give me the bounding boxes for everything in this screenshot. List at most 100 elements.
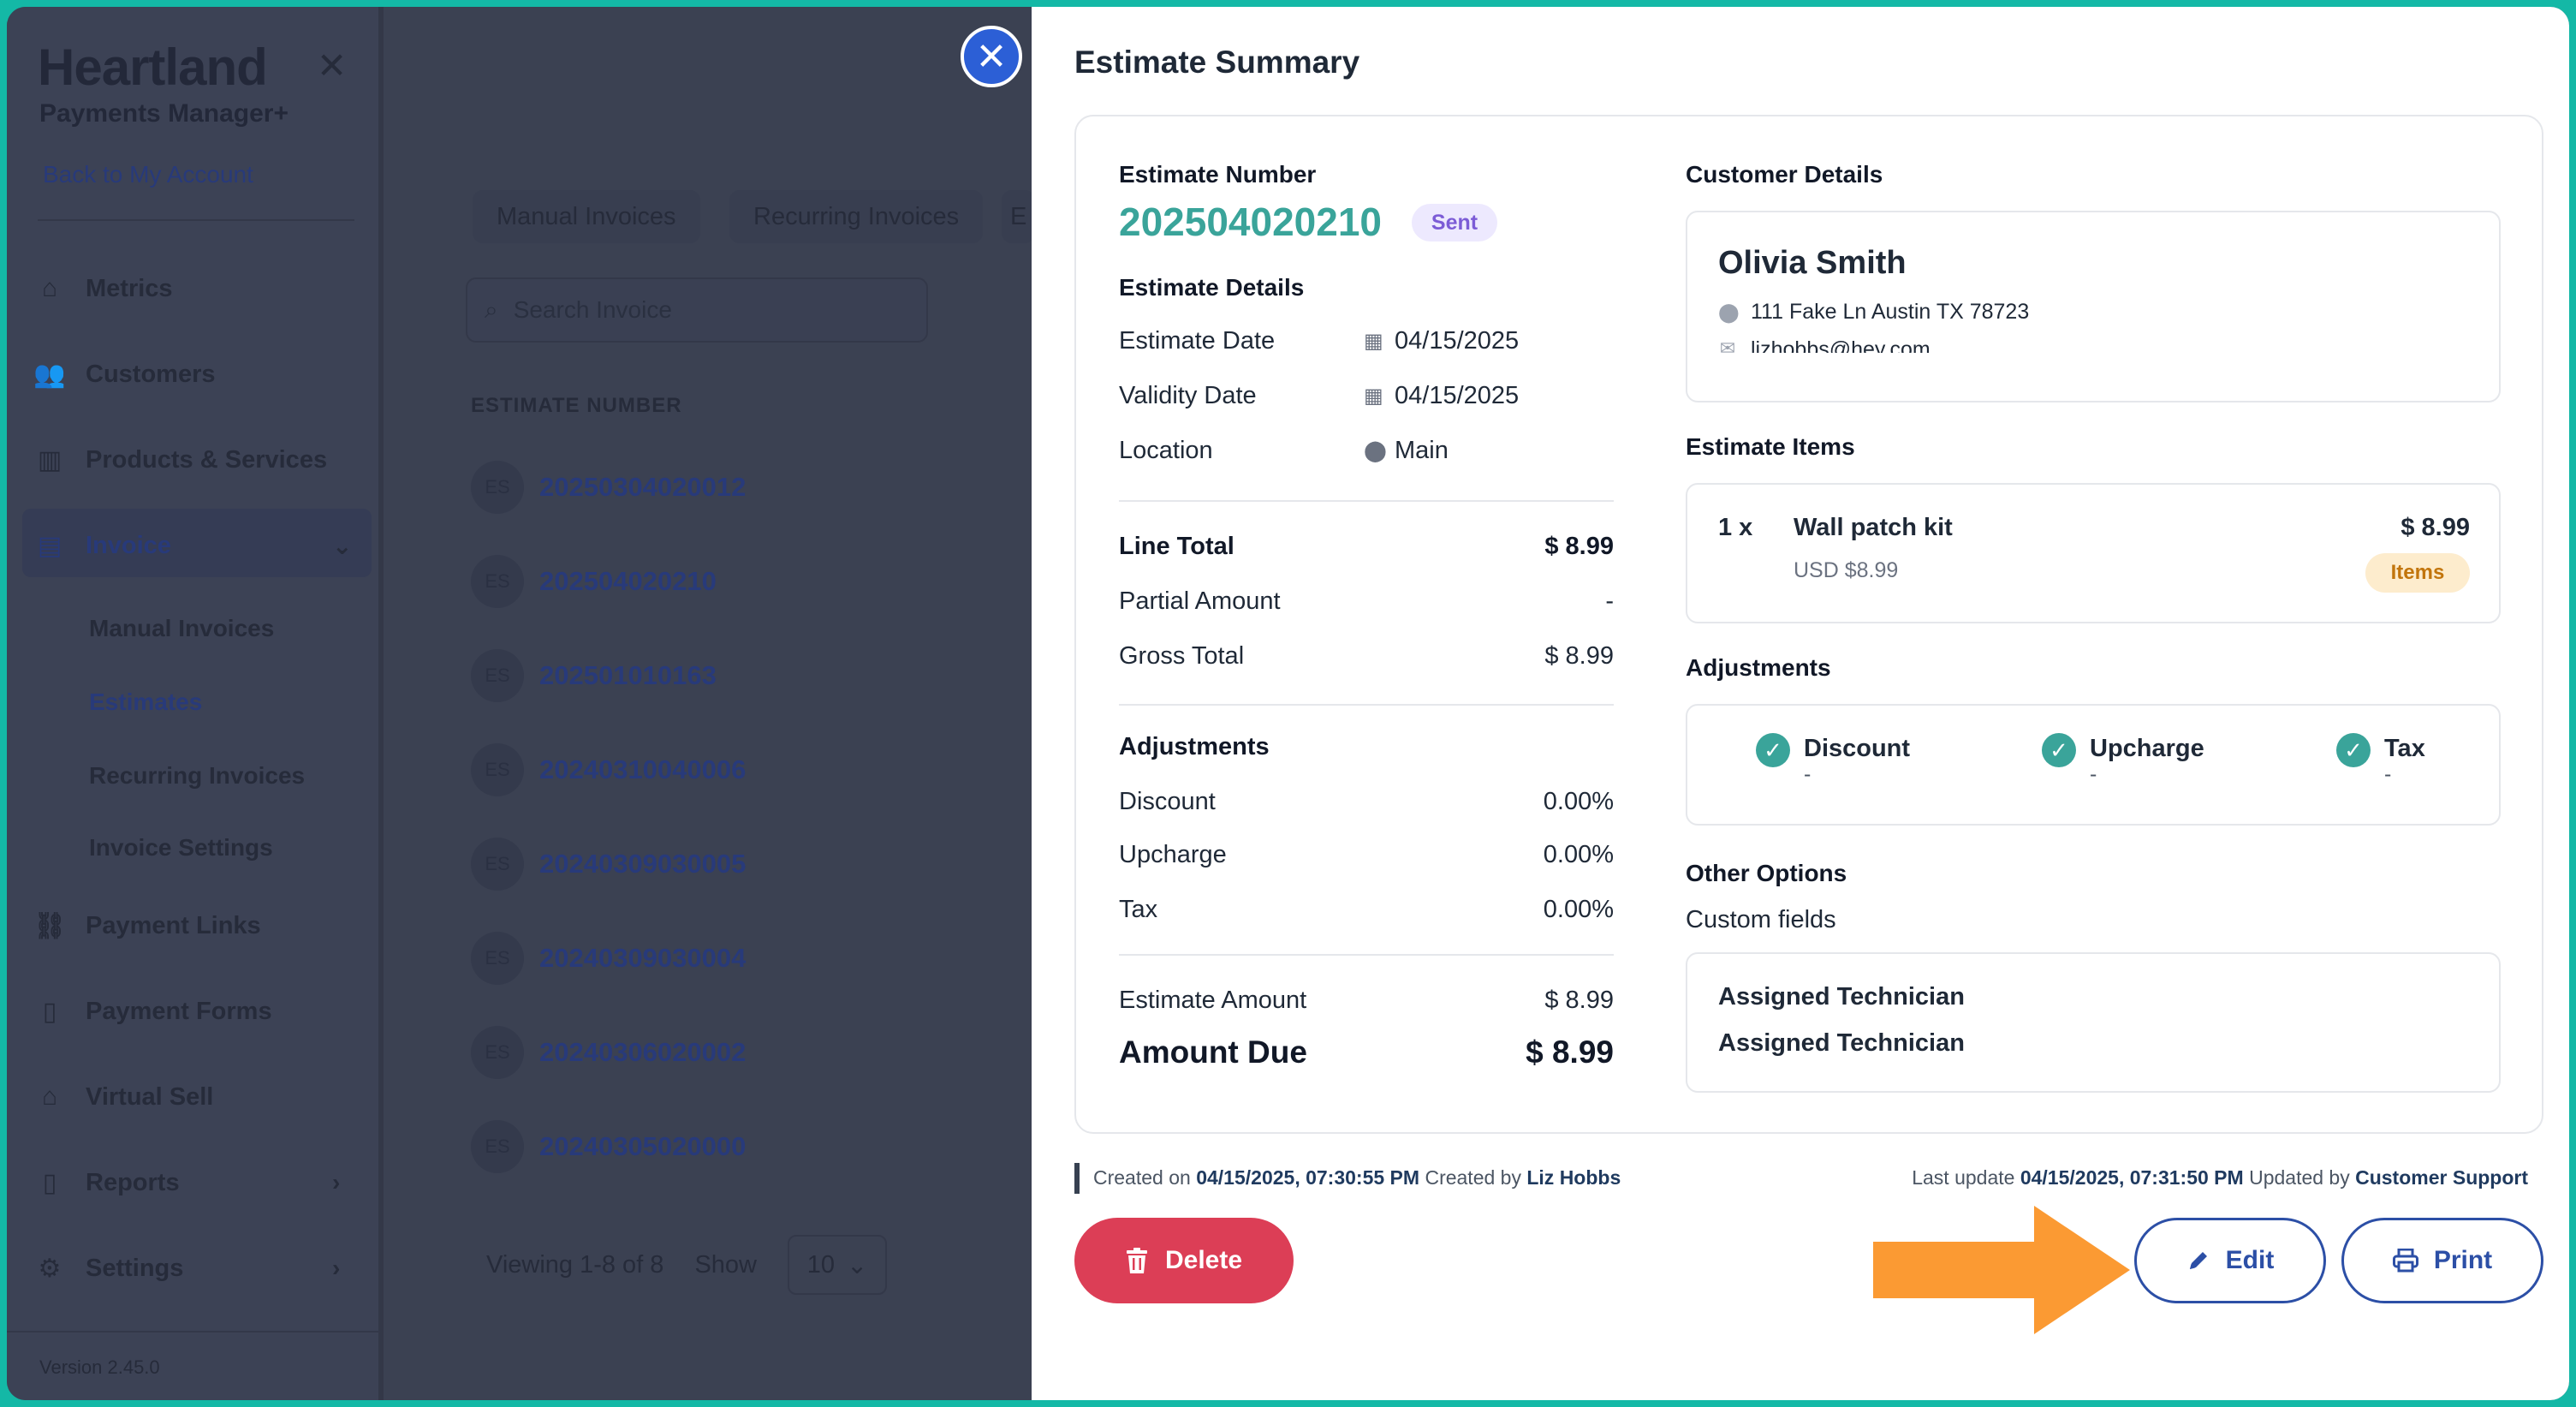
- sidebar-close-icon[interactable]: ✕: [317, 45, 348, 86]
- edit-button[interactable]: Edit: [2134, 1218, 2326, 1303]
- column-header-estimate-number: ESTIMATE NUMBER: [471, 394, 682, 417]
- table-row[interactable]: ES 20250304020012: [471, 461, 746, 514]
- print-label: Print: [2433, 1246, 2493, 1274]
- status-badge: Sent: [1412, 204, 1497, 241]
- avatar: ES: [471, 555, 524, 608]
- back-to-account-link[interactable]: Back to My Account: [43, 161, 253, 188]
- search-input[interactable]: ⌕ Search Invoice: [466, 277, 928, 343]
- custom-field: Assigned Technician: [1718, 1029, 1965, 1057]
- adjustments-card: ✓ Discount - ✓ Upcharge - ✓ Tax -: [1686, 704, 2501, 826]
- custom-field: Assigned Technician: [1718, 983, 1965, 1011]
- partial-amount-value: -: [1605, 587, 1614, 615]
- custom-fields-label: Custom fields: [1686, 906, 1836, 933]
- avatar: ES: [471, 1120, 524, 1173]
- chevron-right-icon: ›: [332, 1255, 341, 1281]
- estimate-number-link[interactable]: 202504020210: [539, 566, 717, 596]
- sidebar-item-metrics[interactable]: ⌂ Metrics: [33, 274, 173, 303]
- item-quantity: 1 x: [1718, 514, 1753, 541]
- chevron-right-icon: ›: [332, 1169, 341, 1195]
- detail-value: 04/15/2025: [1395, 327, 1520, 355]
- updated-on: 04/15/2025, 07:31:50 PM: [2020, 1166, 2244, 1189]
- sidebar-sub-manual-invoices[interactable]: Manual Invoices: [89, 615, 275, 641]
- adjustments-right-label: Adjustments: [1686, 654, 1831, 681]
- created-by: Liz Hobbs: [1526, 1166, 1621, 1189]
- table-row[interactable]: ES 202504020210: [471, 555, 717, 608]
- estimate-amount-value: $ 8.99: [1544, 987, 1614, 1014]
- invoice-icon: ▤: [37, 531, 62, 560]
- estimate-item-card: 1 x Wall patch kit USD $8.99 $ 8.99 Item…: [1686, 483, 2501, 623]
- estimate-number-link[interactable]: 202501010163: [539, 660, 717, 690]
- sidebar-item-label: Virtual Sell: [86, 1082, 214, 1111]
- adjustment-tax: ✓ Tax -: [2336, 733, 2425, 785]
- table-row[interactable]: ES 202501010163: [471, 649, 717, 702]
- page-size-select[interactable]: 10 ⌄: [787, 1235, 887, 1295]
- gross-total-value: $ 8.99: [1544, 642, 1614, 670]
- adjustment-row-discount: Discount 0.00%: [1119, 788, 1614, 816]
- sidebar-item-virtual-sell[interactable]: ⌂ Virtual Sell: [33, 1082, 213, 1112]
- tab-recurring-invoices[interactable]: Recurring Invoices: [729, 190, 984, 243]
- table-row[interactable]: ES 20240306020002: [471, 1026, 746, 1079]
- sidebar-item-customers[interactable]: 👥 Customers: [33, 360, 215, 389]
- tab-manual-invoices[interactable]: Manual Invoices: [473, 190, 700, 243]
- estimate-number-link[interactable]: 20240309030004: [539, 943, 747, 973]
- sidebar-sub-recurring-invoices[interactable]: Recurring Invoices: [89, 762, 306, 789]
- detail-value: Main: [1395, 437, 1449, 464]
- sidebar-item-reports[interactable]: ▯ Reports ›: [33, 1168, 341, 1197]
- delete-label: Delete: [1164, 1246, 1243, 1274]
- viewing-count: Viewing 1-8 of 8: [486, 1250, 664, 1279]
- estimate-number-link[interactable]: 20240310040006: [539, 754, 747, 784]
- pagination: Viewing 1-8 of 8 Show 10 ⌄: [486, 1235, 887, 1295]
- sidebar-item-label: Payment Forms: [86, 997, 272, 1025]
- estimate-number-link[interactable]: 20240309030005: [539, 849, 747, 879]
- detail-value: 04/15/2025: [1395, 382, 1520, 409]
- sidebar-item-payment-forms[interactable]: ▯ Payment Forms: [33, 997, 272, 1026]
- sidebar-item-payment-links[interactable]: ⛓ Payment Links: [33, 911, 261, 940]
- close-drawer-button[interactable]: ✕: [961, 26, 1022, 87]
- sidebar-item-label: Metrics: [86, 274, 173, 302]
- detail-label: Location: [1119, 437, 1213, 464]
- detail-label: Validity Date: [1119, 382, 1257, 409]
- sidebar-sub-estimates[interactable]: Estimates: [89, 689, 203, 715]
- sidebar-item-settings[interactable]: ⚙ Settings ›: [33, 1254, 341, 1283]
- customer-details-label: Customer Details: [1686, 161, 1883, 188]
- adjustment-value: 0.00%: [1543, 841, 1614, 868]
- sidebar-item-products[interactable]: ▥ Products & Services: [33, 445, 327, 474]
- item-unit-price: USD $8.99: [1794, 558, 1899, 582]
- gear-icon: ⚙: [38, 1254, 62, 1283]
- version-label: Version 2.45.0: [39, 1356, 160, 1378]
- print-button[interactable]: Print: [2341, 1218, 2543, 1303]
- right-column: Customer Details Olivia Smith ⬤ 111 Fake…: [1686, 116, 2501, 1132]
- line-total-label: Line Total: [1119, 533, 1234, 560]
- estimate-number-link[interactable]: 20240306020002: [539, 1037, 747, 1067]
- sidebar-item-invoice[interactable]: ▤ Invoice ⌄: [33, 531, 353, 560]
- form-icon: ▯: [42, 997, 57, 1026]
- sidebar-sub-invoice-settings[interactable]: Invoice Settings: [89, 834, 273, 861]
- item-name: Wall patch kit: [1794, 514, 1953, 541]
- sidebar-divider: [7, 1331, 380, 1332]
- created-on: 04/15/2025, 07:30:55 PM: [1196, 1166, 1420, 1189]
- table-row[interactable]: ES 20240305020000: [471, 1120, 746, 1173]
- close-icon: ✕: [975, 35, 1008, 78]
- edit-label: Edit: [2225, 1246, 2275, 1274]
- sidebar-item-label: Settings: [86, 1254, 184, 1282]
- chevron-down-icon: ⌄: [846, 1251, 868, 1279]
- calendar-icon: ▦: [1364, 385, 1383, 408]
- adjustment-label: Tax: [1119, 896, 1158, 923]
- estimate-number-link[interactable]: 20250304020012: [539, 472, 747, 502]
- avatar: ES: [471, 743, 524, 796]
- delete-button[interactable]: Delete: [1074, 1218, 1294, 1303]
- adjustment-value: 0.00%: [1543, 896, 1614, 923]
- estimate-number-link[interactable]: 20240305020000: [539, 1131, 747, 1161]
- sidebar: Heartland Payments Manager+ ✕ Back to My…: [7, 7, 384, 1400]
- table-row[interactable]: ES 20240309030004: [471, 932, 746, 985]
- other-options-label: Other Options: [1686, 860, 1847, 886]
- table-row[interactable]: ES 20240310040006: [471, 743, 746, 796]
- adjustment-value: 0.00%: [1543, 788, 1614, 815]
- mail-icon: ✉: [1719, 337, 1736, 353]
- tab-estimates[interactable]: E: [1002, 190, 1036, 243]
- show-label: Show: [694, 1250, 757, 1279]
- table-row[interactable]: ES 20240309030005: [471, 838, 746, 891]
- avatar: ES: [471, 649, 524, 702]
- pencil-icon: [2189, 1252, 2207, 1269]
- meta-accent-bar: [1074, 1163, 1080, 1194]
